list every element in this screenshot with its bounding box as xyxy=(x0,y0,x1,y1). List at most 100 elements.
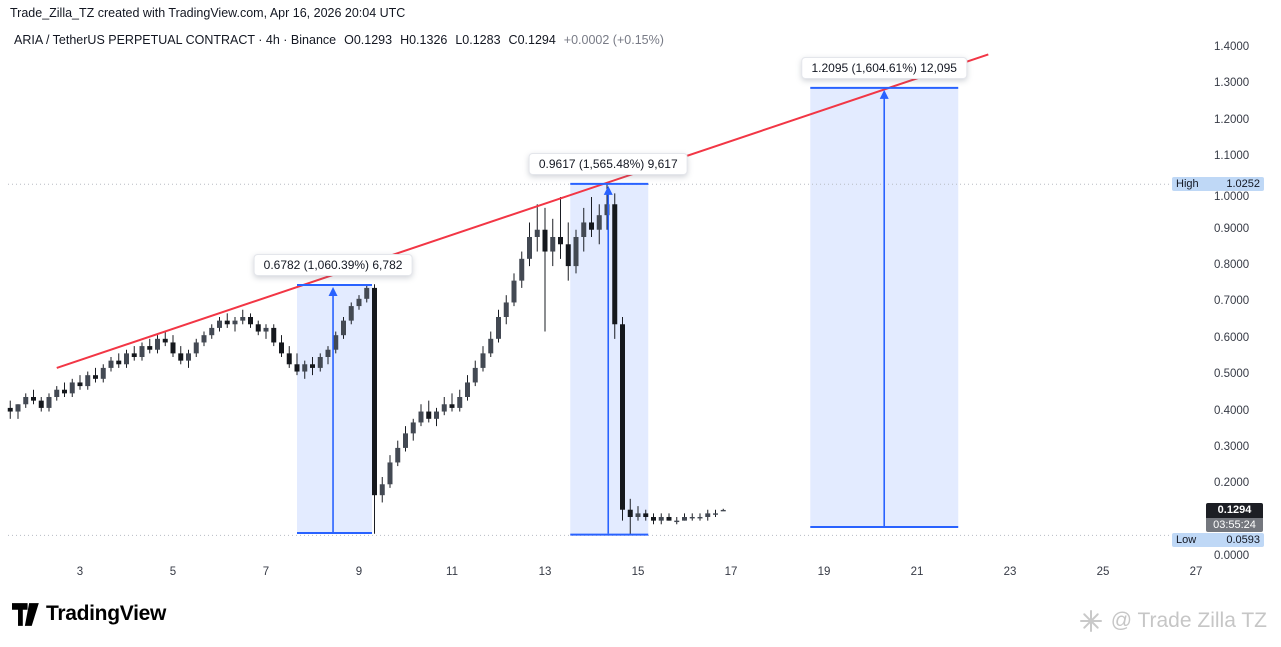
candle-body xyxy=(612,204,618,325)
candle-body xyxy=(162,338,168,343)
candle-body xyxy=(348,306,354,321)
candle-body xyxy=(193,342,199,354)
price-range-label[interactable]: 1.2095 (1,604.61%) 12,095 xyxy=(801,56,967,79)
attribution-bar: Trade_Zilla_TZ created with TradingView.… xyxy=(10,6,406,20)
candle-body xyxy=(511,280,517,303)
candle-body xyxy=(271,327,277,343)
candle-body xyxy=(581,222,587,237)
symbol-title[interactable]: ARIA / TetherUS PERPETUAL CONTRACT · 4h … xyxy=(14,33,337,47)
price-range-label[interactable]: 0.9617 (1,565.48%) 9,617 xyxy=(528,152,688,175)
candle-body xyxy=(627,509,633,517)
candle-body xyxy=(325,349,331,357)
price-tick-label: 0.5000 xyxy=(1214,368,1250,381)
ohlc-open: O0.1293 xyxy=(344,33,392,47)
candle-body xyxy=(139,346,145,357)
candle-body xyxy=(472,367,478,383)
candle-body xyxy=(100,367,106,379)
range-arrow-head xyxy=(603,185,613,195)
candle-body xyxy=(209,327,215,336)
candle-body xyxy=(116,360,122,365)
candle-body xyxy=(302,364,308,372)
price-range-label[interactable]: 0.6782 (1,060.39%) 6,782 xyxy=(253,253,413,276)
price-tick-label: 1.2000 xyxy=(1214,113,1250,126)
candle-body xyxy=(108,360,114,368)
candle-body xyxy=(23,396,29,405)
candle-body xyxy=(604,204,610,216)
candle-body xyxy=(674,520,680,523)
price-tick-label: 0.2000 xyxy=(1214,477,1250,490)
candle-body xyxy=(635,513,641,517)
candle-body xyxy=(550,236,556,252)
candle-body xyxy=(7,407,13,412)
candle-body xyxy=(310,364,315,368)
price-tick-label: 0.3000 xyxy=(1214,440,1250,453)
high-badge-value: 1.0252 xyxy=(1226,178,1260,191)
candle-body xyxy=(480,353,486,368)
candle-body xyxy=(201,335,207,343)
candle-body xyxy=(317,356,323,368)
candle-body xyxy=(263,327,269,332)
candle-body xyxy=(15,404,21,412)
candle-body xyxy=(279,342,284,354)
candle-body xyxy=(155,338,160,350)
low-badge-value: 0.0593 xyxy=(1226,533,1260,546)
tradingview-logo-icon xyxy=(12,602,39,626)
candle-body xyxy=(503,302,509,317)
price-axis[interactable]: 1.4000 1.3000 1.2000 1.1000 1.0000 0.9000 0.80… xyxy=(1205,0,1281,600)
candle-body xyxy=(658,516,664,521)
price-tick-label: 0.0000 xyxy=(1214,550,1250,562)
sparkle-icon xyxy=(1079,610,1102,632)
trend-line[interactable] xyxy=(56,53,989,369)
price-range-box[interactable] xyxy=(297,284,373,533)
tradingview-logo[interactable]: TradingView xyxy=(12,602,166,626)
candle-body xyxy=(147,346,153,350)
candle-body xyxy=(596,215,602,230)
candle-body xyxy=(131,353,137,357)
candle-body xyxy=(364,287,370,299)
candle-body xyxy=(46,396,52,408)
price-tick-label: 0.6000 xyxy=(1214,331,1250,344)
candle-body xyxy=(705,513,711,517)
candle-body xyxy=(77,382,83,387)
open-label: O xyxy=(344,33,354,47)
price-tick-label: 0.4000 xyxy=(1214,404,1250,417)
tradingview-logo-text: TradingView xyxy=(46,602,167,625)
candle-body xyxy=(558,236,563,245)
candle-body xyxy=(186,353,191,361)
close-label: C xyxy=(508,33,518,47)
candle-body xyxy=(170,342,176,354)
candle-body xyxy=(643,513,649,517)
candle-body xyxy=(54,389,60,397)
candle-body xyxy=(224,320,230,325)
low-value: 0.1283 xyxy=(462,33,501,47)
candle-body xyxy=(565,244,571,267)
candle-body xyxy=(341,320,346,336)
candle-body xyxy=(85,375,91,387)
candle-body xyxy=(395,447,401,463)
candle-body xyxy=(449,404,455,408)
candle-body xyxy=(441,404,447,412)
range-arrow-head xyxy=(328,286,338,296)
candle-body xyxy=(666,516,672,521)
candle-body xyxy=(240,316,246,321)
high-badge-label: High xyxy=(1176,178,1199,191)
open-value: 0.1293 xyxy=(353,33,393,47)
candle-body xyxy=(93,375,98,379)
ohlc-low: L0.1283 xyxy=(455,33,500,47)
high-label: H xyxy=(400,33,410,47)
price-tick-label: 0.7000 xyxy=(1214,295,1250,308)
close-value: 0.1294 xyxy=(517,33,556,47)
candle-body xyxy=(232,320,238,325)
candle-body xyxy=(255,324,261,332)
candle-body xyxy=(124,353,129,365)
last-price-badge: 0.1294 03:55:24 xyxy=(1206,502,1263,532)
candle-body xyxy=(403,433,408,448)
candle-body xyxy=(720,509,726,512)
candle-body xyxy=(356,298,362,307)
candle-body xyxy=(689,516,695,519)
candle-body xyxy=(620,324,625,510)
price-tick-label: 1.3000 xyxy=(1214,77,1250,90)
